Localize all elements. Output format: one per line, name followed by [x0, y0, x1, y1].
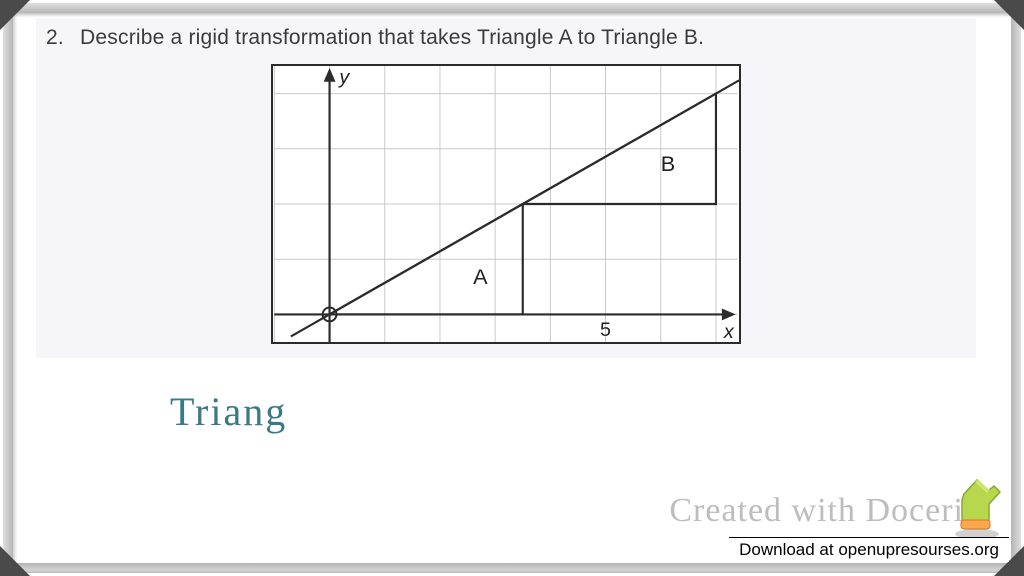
pointing-hand-icon	[944, 474, 1010, 540]
handwriting-text: Triang	[170, 388, 287, 435]
doceri-watermark: Created with Doceri	[669, 492, 964, 530]
frame-corner-tr	[992, 0, 1024, 32]
frame-right	[1011, 0, 1021, 576]
problem-block: 2. Describe a rigid transformation that …	[36, 18, 976, 358]
coordinate-grid: 55xyAB	[271, 64, 741, 344]
svg-text:A: A	[473, 264, 488, 289]
svg-text:y: y	[337, 67, 350, 89]
problem-text: 2. Describe a rigid transformation that …	[42, 26, 970, 50]
frame-corner-bl	[0, 544, 32, 576]
svg-text:B: B	[661, 151, 675, 176]
frame-bottom	[0, 563, 1024, 573]
svg-text:x: x	[723, 321, 735, 343]
frame-corner-tl	[0, 0, 32, 32]
download-link[interactable]: Download at openupresourses.org	[729, 537, 1009, 562]
svg-text:5: 5	[600, 319, 611, 341]
frame-left	[3, 0, 13, 576]
problem-number: 2.	[46, 26, 74, 50]
chart-wrap: 55xyAB	[42, 64, 970, 344]
problem-statement: Describe a rigid transformation that tak…	[80, 26, 704, 49]
frame-top	[0, 3, 1024, 13]
